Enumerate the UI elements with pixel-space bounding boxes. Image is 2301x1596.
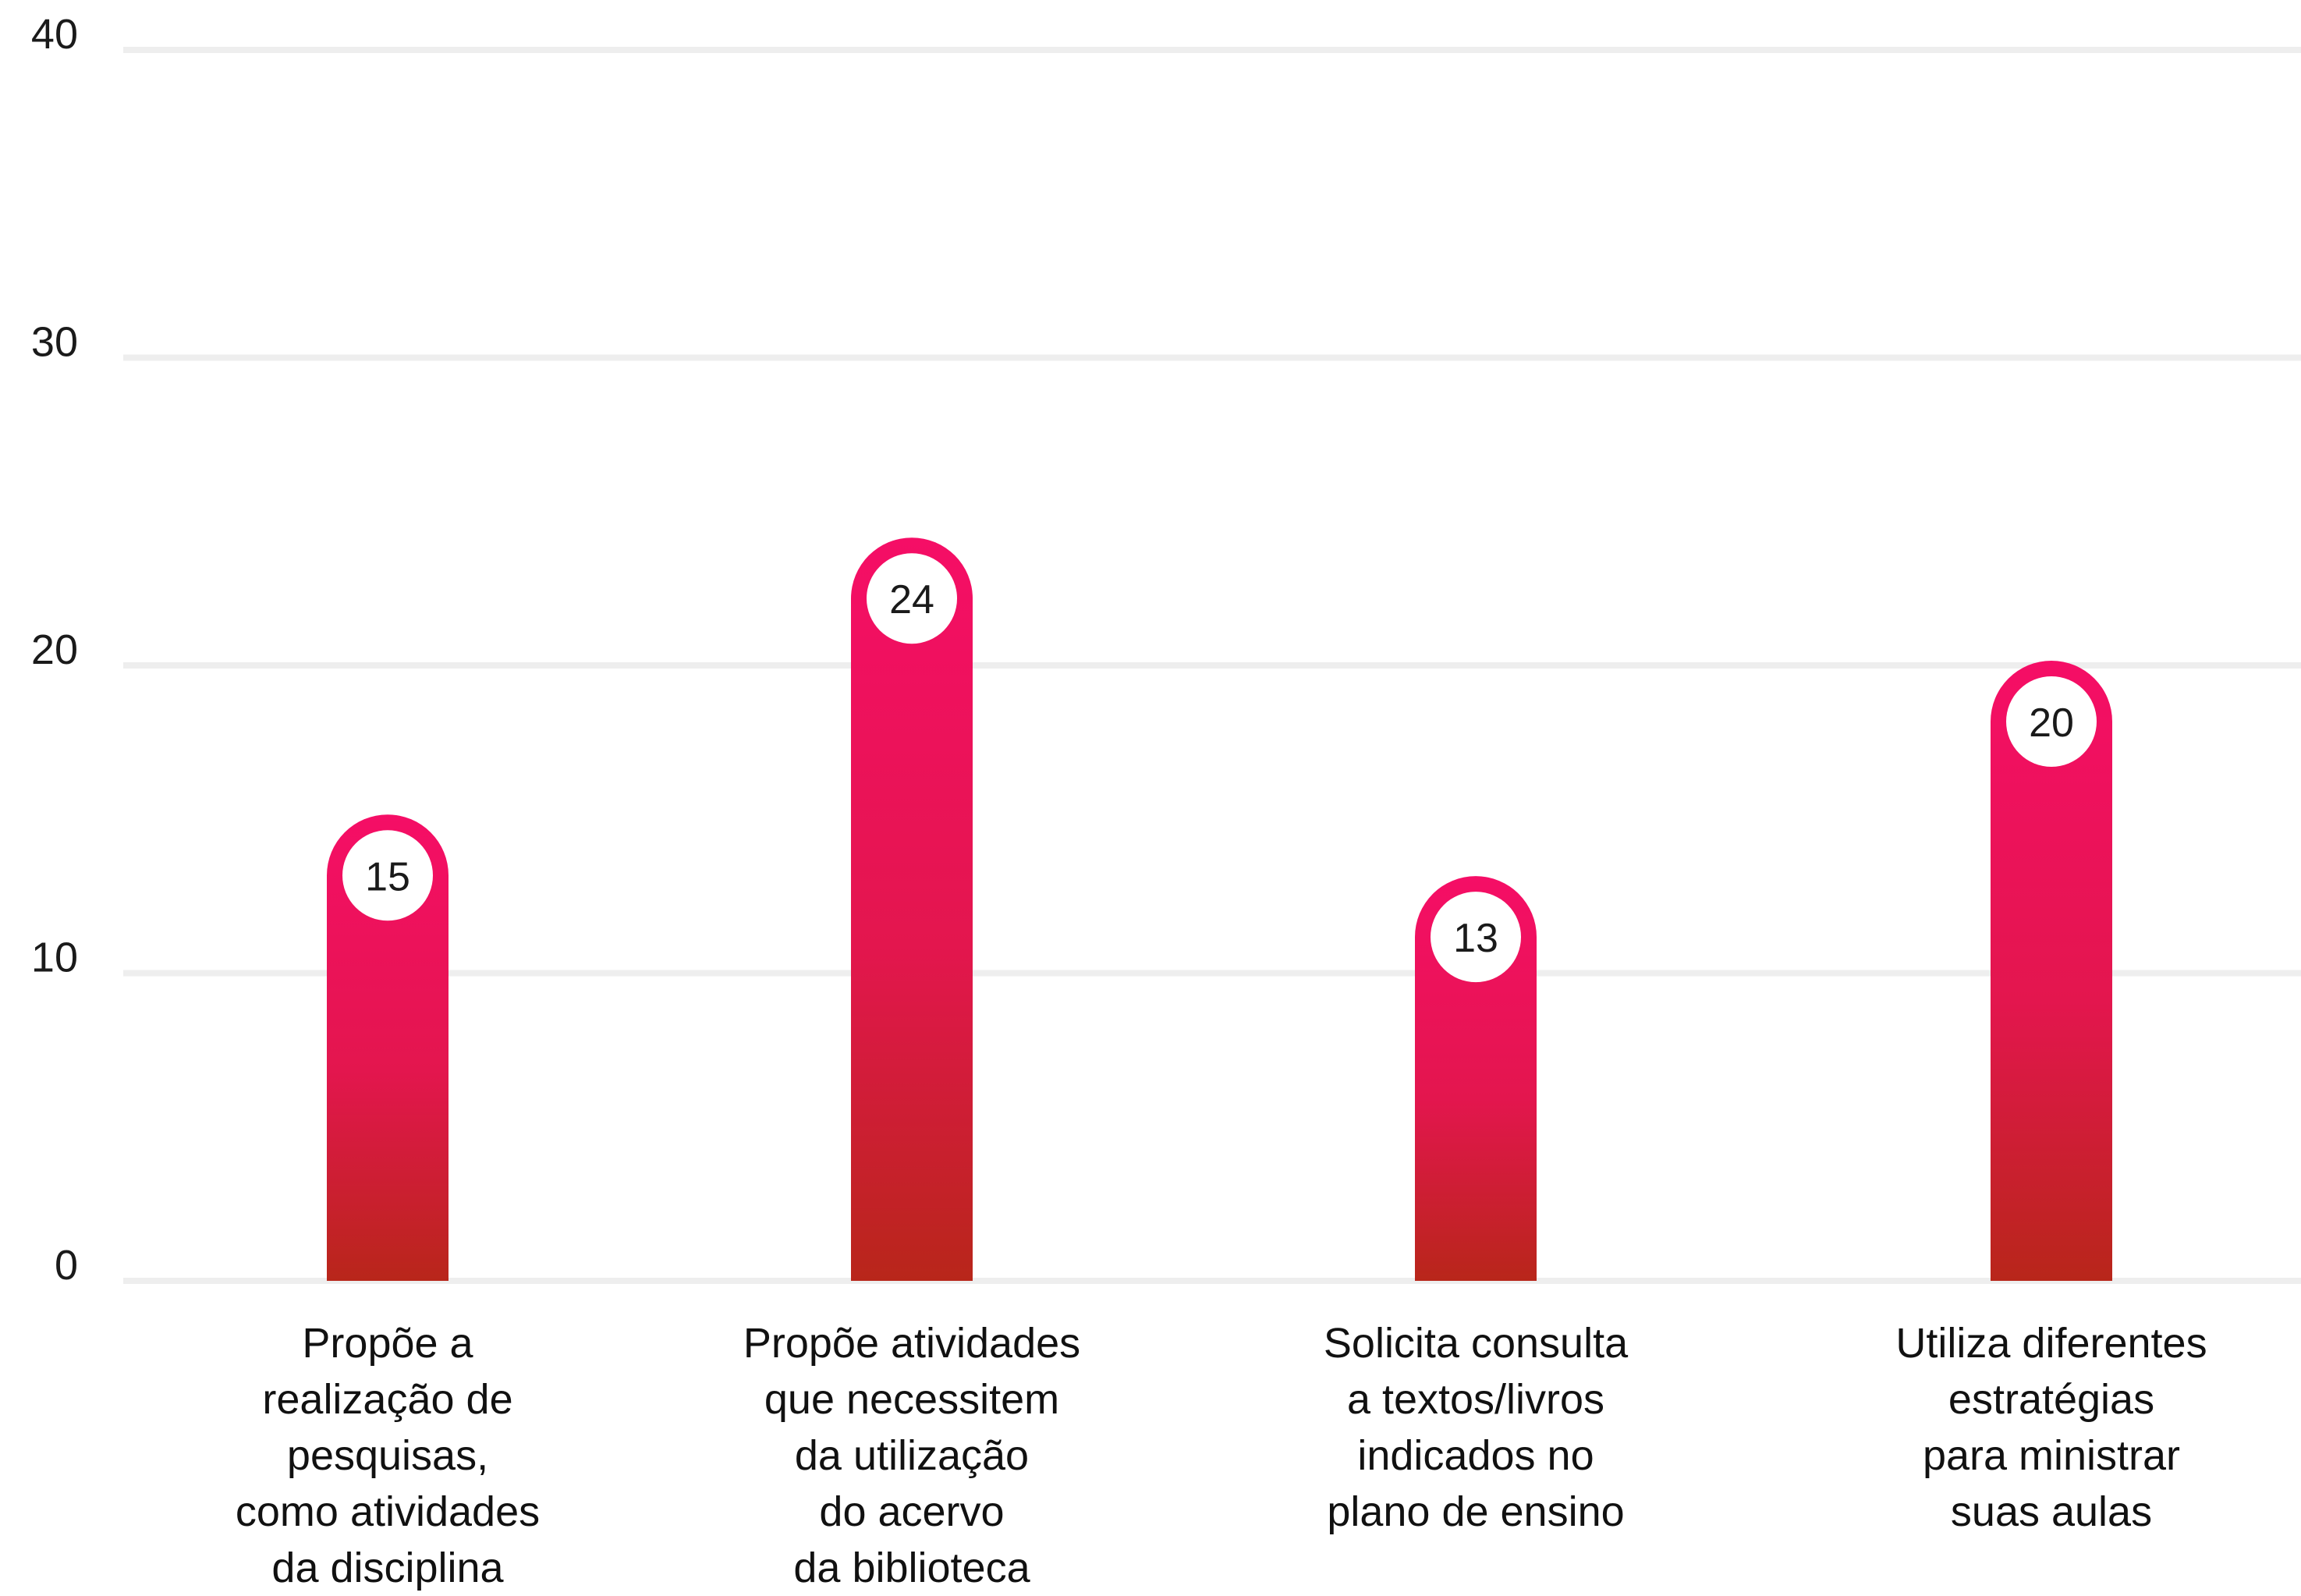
y-tick-label: 20	[31, 626, 78, 673]
value-label-4: 20	[2029, 700, 2074, 746]
value-badge-4	[2006, 676, 2097, 767]
bar-1	[327, 814, 448, 1281]
category-label-1: Propõe a realização de pesquisas, como a…	[235, 1320, 541, 1591]
y-tick-label: 30	[31, 319, 78, 366]
value-badge-1	[342, 830, 433, 921]
category-label-3: Solicita consulta a textos/livros indica…	[1323, 1320, 1629, 1535]
bars: 15 24 13 20	[327, 537, 2112, 1281]
value-badge-2	[867, 553, 957, 644]
y-tick-label: 10	[31, 935, 78, 981]
category-label-4: Utiliza diferentes estratégias para mini…	[1895, 1320, 2207, 1535]
value-label-1: 15	[365, 854, 410, 899]
y-axis: 0 10 20 30 40	[31, 11, 78, 1289]
bar-4	[1991, 661, 2112, 1281]
value-badge-3	[1431, 892, 1521, 983]
bar-2	[851, 537, 973, 1281]
value-label-3: 13	[1453, 916, 1498, 961]
bar-3	[1415, 876, 1537, 1281]
y-tick-label: 40	[31, 11, 78, 58]
y-tick-label: 0	[55, 1242, 78, 1289]
gridlines	[123, 47, 2301, 1284]
value-label-2: 24	[889, 577, 934, 622]
category-label-2: Propõe atividades que necessitem da util…	[743, 1320, 1081, 1591]
